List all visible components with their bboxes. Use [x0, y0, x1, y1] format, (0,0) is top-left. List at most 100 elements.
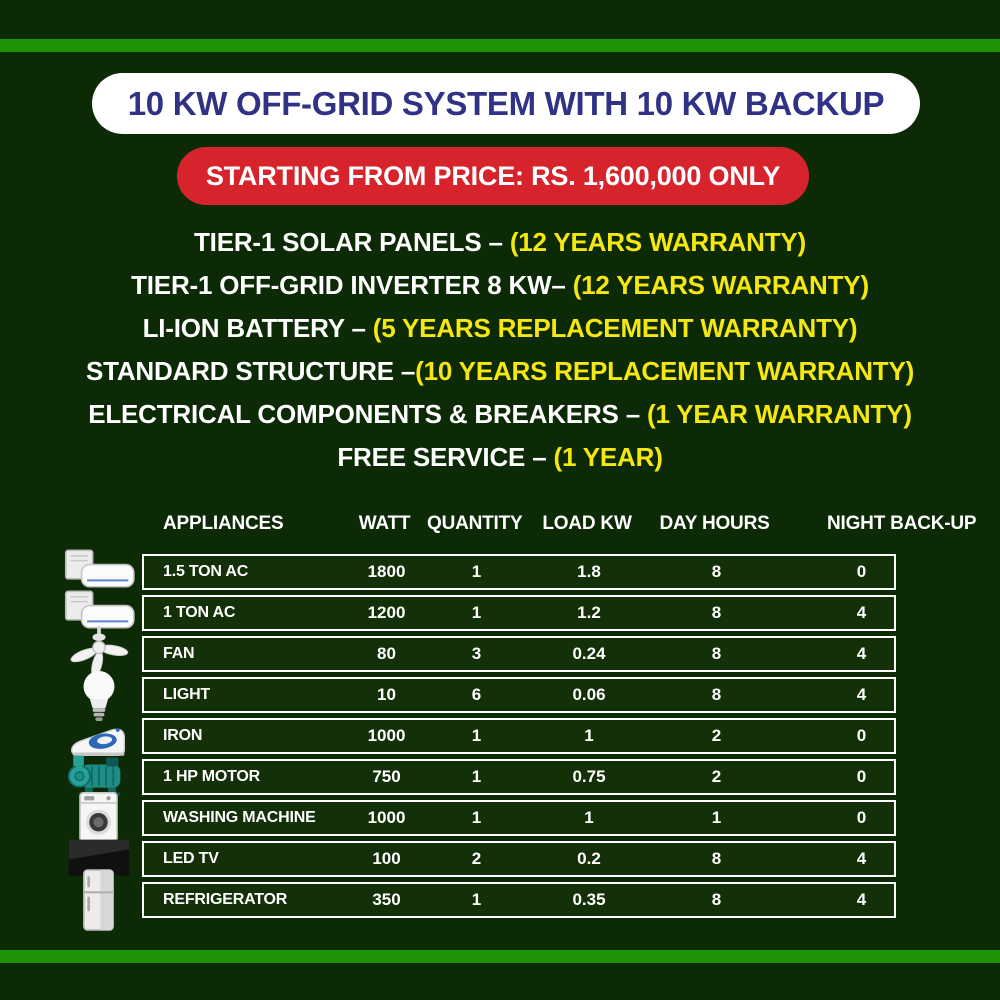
table-row-box: FAN 80 3 0.24 8 4 [142, 636, 896, 672]
price-text: STARTING FROM PRICE: RS. 1,600,000 ONLY [205, 160, 781, 191]
day-hours-cell: 1 [711, 808, 722, 827]
load-kw-cell: 0.06 [572, 685, 606, 704]
night-backup-cell: 0 [856, 562, 867, 581]
feature-label: TIER-1 OFF-GRID INVERTER 8 KW– [131, 270, 573, 300]
table-row: IRON 1000 1 1 2 0 [55, 718, 896, 754]
day-hours-cell: 2 [711, 767, 722, 786]
table-row: FAN 80 3 0.24 8 4 [55, 636, 896, 672]
quantity-cell: 1 [471, 603, 482, 622]
table-row: 1 TON AC 1200 1 1.2 8 4 [55, 595, 896, 631]
feature-line: TIER-1 SOLAR PANELS – (12 YEARS WARRANTY… [0, 221, 1000, 264]
feature-highlight: (5 YEARS REPLACEMENT WARRANTY) [372, 313, 858, 343]
quantity-cell: 1 [471, 562, 482, 581]
col-header-load-kw: LOAD KW [542, 513, 632, 534]
watt-cell: 100 [372, 849, 401, 868]
feature-label: FREE SERVICE – [337, 442, 554, 472]
appliance-table: APPLIANCES WATT QUANTITY LOAD KW DAY HOU… [55, 500, 977, 923]
night-backup-cell: 4 [856, 603, 867, 622]
quantity-cell: 1 [471, 726, 482, 745]
table-row: REFRIGERATOR 350 1 0.35 8 4 [55, 882, 896, 918]
col-header-quantity: QUANTITY [427, 513, 523, 534]
feature-highlight: (12 YEARS WARRANTY) [572, 270, 869, 300]
appliance-name-cell: LIGHT [163, 686, 210, 703]
quantity-cell: 1 [471, 808, 482, 827]
watt-cell: 1000 [367, 808, 406, 827]
table-row: LIGHT 10 6 0.06 8 4 [55, 677, 896, 713]
day-hours-cell: 8 [711, 685, 722, 704]
feature-line: FREE SERVICE – (1 YEAR) [0, 436, 1000, 479]
title-banner: 10 KW OFF-GRID SYSTEM WITH 10 KW BACKUP [92, 73, 920, 134]
table-row: LED TV 100 2 0.2 8 4 [55, 841, 896, 877]
feature-highlight: (12 YEARS WARRANTY) [509, 227, 807, 257]
table-row-box: LIGHT 10 6 0.06 8 4 [142, 677, 896, 713]
night-backup-cell: 0 [856, 767, 867, 786]
table-row-box: REFRIGERATOR 350 1 0.35 8 4 [142, 882, 896, 918]
load-kw-cell: 1.2 [577, 603, 601, 622]
night-backup-cell: 0 [856, 808, 867, 827]
night-backup-cell: 4 [856, 849, 867, 868]
table-row-box: WASHING MACHINE 1000 1 1 1 0 [142, 800, 896, 836]
quantity-cell: 2 [471, 849, 482, 868]
quantity-cell: 3 [471, 644, 482, 663]
table-row: 1.5 TON AC 1800 1 1.8 8 0 [55, 554, 896, 590]
quantity-cell: 1 [471, 890, 482, 909]
load-kw-cell: 0.2 [577, 849, 601, 868]
day-hours-cell: 8 [711, 644, 722, 663]
table-row-box: 1 HP MOTOR 750 1 0.75 2 0 [142, 759, 896, 795]
features-list: TIER-1 SOLAR PANELS – (12 YEARS WARRANTY… [0, 221, 1000, 479]
load-kw-cell: 0.35 [572, 890, 606, 909]
feature-line: LI-ION BATTERY – (5 YEARS REPLACEMENT WA… [0, 307, 1000, 350]
night-backup-cell: 4 [856, 890, 867, 909]
table-row-box: LED TV 100 2 0.2 8 4 [142, 841, 896, 877]
day-hours-cell: 8 [711, 849, 722, 868]
table-row-box: IRON 1000 1 1 2 0 [142, 718, 896, 754]
col-header-watt: WATT [358, 513, 411, 534]
quantity-cell: 1 [471, 767, 482, 786]
day-hours-cell: 8 [711, 890, 722, 909]
bottom-accent-stripe [0, 950, 1000, 963]
day-hours-cell: 2 [711, 726, 722, 745]
table-row-box: 1.5 TON AC 1800 1 1.8 8 0 [142, 554, 896, 590]
col-header-appliances: APPLIANCES [163, 513, 284, 534]
price-banner: STARTING FROM PRICE: RS. 1,600,000 ONLY [177, 147, 809, 205]
appliance-name-cell: LED TV [163, 850, 219, 867]
fridge-icon [55, 869, 142, 931]
feature-label: ELECTRICAL COMPONENTS & BREAKERS – [88, 399, 647, 429]
day-hours-cell: 8 [711, 603, 722, 622]
watt-cell: 10 [377, 685, 396, 704]
watt-cell: 80 [377, 644, 396, 663]
appliance-name-cell: REFRIGERATOR [163, 891, 288, 908]
appliance-name-cell: WASHING MACHINE [163, 809, 316, 826]
table-header: APPLIANCES WATT QUANTITY LOAD KW DAY HOU… [142, 500, 977, 548]
watt-cell: 1800 [367, 562, 406, 581]
load-kw-cell: 1 [584, 808, 594, 827]
appliance-name-cell: 1.5 TON AC [163, 563, 249, 580]
watt-cell: 350 [372, 890, 401, 909]
feature-highlight: (1 YEAR WARRANTY) [646, 399, 912, 429]
feature-label: LI-ION BATTERY – [142, 313, 373, 343]
feature-label: STANDARD STRUCTURE – [85, 356, 416, 386]
night-backup-cell: 0 [856, 726, 867, 745]
feature-highlight: (10 YEARS REPLACEMENT WARRANTY) [415, 356, 915, 386]
appliance-name-cell: 1 TON AC [163, 604, 236, 621]
table-row: 1 HP MOTOR 750 1 0.75 2 0 [55, 759, 896, 795]
night-backup-cell: 4 [856, 685, 867, 704]
feature-line: ELECTRICAL COMPONENTS & BREAKERS – (1 YE… [0, 393, 1000, 436]
load-kw-cell: 1 [584, 726, 594, 745]
feature-highlight: (1 YEAR) [553, 442, 663, 472]
feature-line: TIER-1 OFF-GRID INVERTER 8 KW– (12 YEARS… [0, 264, 1000, 307]
watt-cell: 1200 [367, 603, 406, 622]
top-accent-stripe [0, 39, 1000, 52]
day-hours-cell: 8 [711, 562, 722, 581]
appliance-name-cell: FAN [163, 645, 195, 662]
appliance-rows: 1.5 TON AC 1800 1 1.8 8 0 1 TON AC 1200 … [55, 554, 896, 918]
quantity-cell: 6 [471, 685, 482, 704]
col-header-night-backup: NIGHT BACK-UP [827, 513, 977, 534]
feature-line: STANDARD STRUCTURE –(10 YEARS REPLACEMEN… [0, 350, 1000, 393]
col-header-day-hours: DAY HOURS [659, 513, 770, 534]
watt-cell: 750 [372, 767, 401, 786]
feature-label: TIER-1 SOLAR PANELS – [193, 227, 510, 257]
watt-cell: 1000 [367, 726, 406, 745]
table-row-box: 1 TON AC 1200 1 1.2 8 4 [142, 595, 896, 631]
appliance-name-cell: 1 HP MOTOR [163, 768, 260, 785]
